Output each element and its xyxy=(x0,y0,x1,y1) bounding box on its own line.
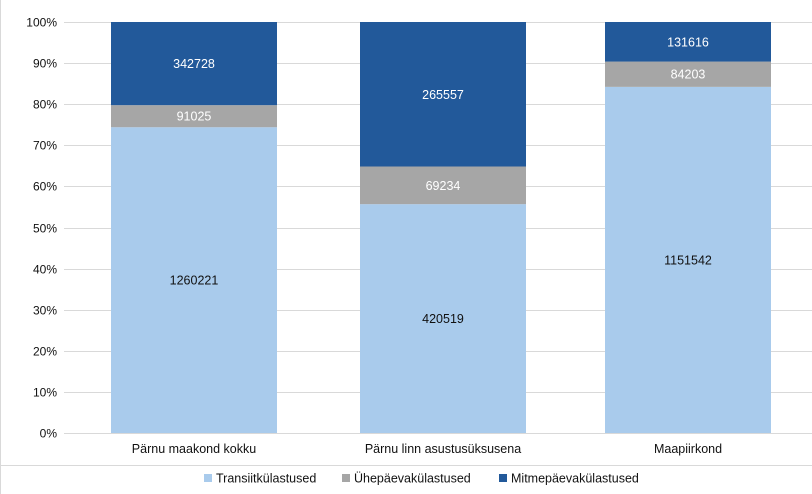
data-label: 131616 xyxy=(667,35,709,49)
legend-label: Ühepäevakülastused xyxy=(354,472,471,486)
y-tick-label: 90% xyxy=(33,57,57,71)
legend-swatch xyxy=(499,474,507,482)
bar-segment xyxy=(360,22,526,167)
y-tick-label: 50% xyxy=(33,222,57,236)
data-label: 1260221 xyxy=(170,274,219,288)
y-tick-label: 80% xyxy=(33,98,57,112)
data-label: 69234 xyxy=(426,179,461,193)
data-label: 1151542 xyxy=(664,253,712,267)
data-label: 420519 xyxy=(422,312,464,326)
x-category-label: Pärnu linn asustusüksusena xyxy=(365,442,521,456)
y-tick-label: 60% xyxy=(33,180,57,194)
data-label: 265557 xyxy=(422,88,464,102)
y-tick-label: 30% xyxy=(33,304,57,318)
legend-swatch xyxy=(204,474,212,482)
data-label: 91025 xyxy=(177,110,212,124)
bar-segment xyxy=(111,127,277,434)
y-tick-label: 20% xyxy=(33,345,57,359)
y-tick-label: 0% xyxy=(40,427,58,441)
bar-segment xyxy=(360,204,526,433)
legend-label: Transiitkülastused xyxy=(216,472,316,486)
y-tick-label: 100% xyxy=(26,16,57,30)
data-label: 342728 xyxy=(173,57,215,71)
legend-swatch xyxy=(342,474,350,482)
bar-segment xyxy=(111,22,277,106)
bar-segment xyxy=(605,22,771,62)
y-tick-label: 70% xyxy=(33,139,57,153)
y-tick-label: 10% xyxy=(33,386,57,400)
bar-segment xyxy=(605,61,771,87)
data-label: 84203 xyxy=(671,68,706,82)
bar-segment xyxy=(605,86,771,433)
bar-segment xyxy=(360,166,526,205)
legend-label: Mitmepäevakülastused xyxy=(511,472,639,486)
bar-segment xyxy=(111,105,277,128)
x-category-label: Pärnu maakond kokku xyxy=(132,442,256,456)
x-category-label: Maapiirkond xyxy=(654,442,722,456)
y-tick-label: 40% xyxy=(33,263,57,277)
